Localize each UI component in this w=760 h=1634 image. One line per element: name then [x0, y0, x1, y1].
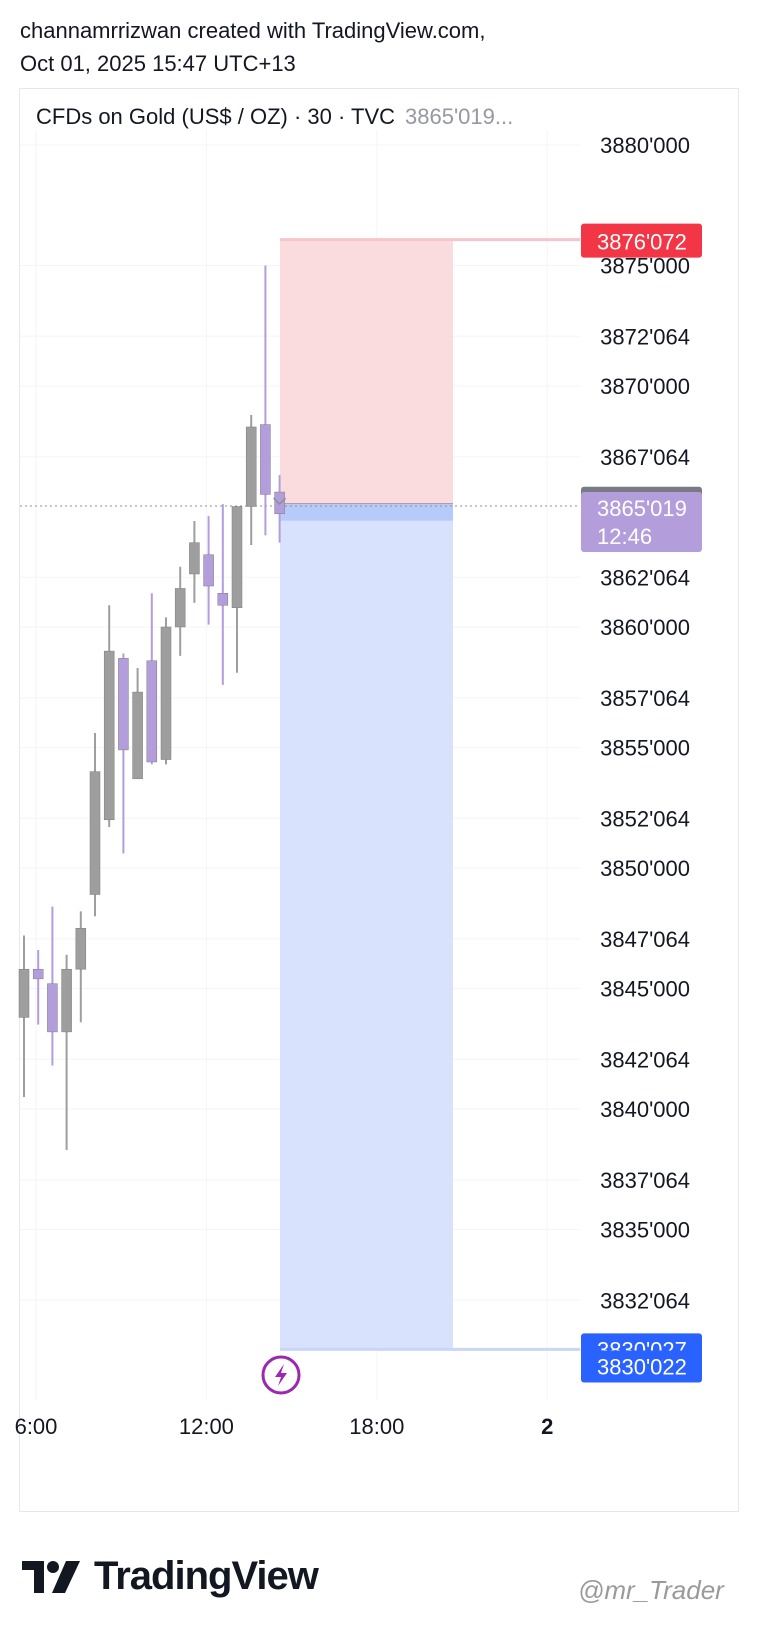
- current-price-tag: [581, 492, 702, 553]
- price-axis-label: 3875'000: [600, 254, 690, 279]
- candle-body: [32, 968, 44, 980]
- symbol-title-price: 3865'019...: [405, 104, 514, 129]
- price-axis-label: 3870'000: [600, 374, 690, 399]
- entry-arrow-icon: [273, 497, 287, 506]
- take-profit-tag-bottom: [581, 1350, 702, 1383]
- price-axis-label: 3840'000: [600, 1097, 690, 1122]
- price-axis-label: 3857'064: [600, 686, 690, 711]
- price-axis-label: 3850'000: [600, 856, 690, 881]
- candle-body: [231, 506, 243, 608]
- stop-loss-tag: [581, 225, 702, 258]
- candle-body: [103, 650, 115, 821]
- price-axis-label: 3832'064: [600, 1288, 690, 1313]
- candles: [18, 265, 287, 1150]
- candle-body: [61, 968, 72, 1033]
- candle-body: [174, 588, 186, 628]
- candle-body: [260, 424, 271, 495]
- tradingview-logo-icon: [22, 1560, 80, 1593]
- attribution-author: channamrrizwan created with TradingView.…: [20, 18, 486, 43]
- price-axis: 3880'000 3875'000 3872'064 3870'000 3867'064…: [600, 133, 690, 1313]
- time-axis-label: 2: [541, 1414, 553, 1439]
- candle-body: [118, 658, 129, 751]
- candle-body: [245, 426, 257, 507]
- price-axis-label: 3860'000: [600, 615, 690, 640]
- candle-body: [47, 983, 58, 1033]
- candle-body: [132, 691, 143, 780]
- price-axis-label: 3847'064: [600, 927, 690, 952]
- price-axis-label: 3872'064: [600, 324, 690, 349]
- entry-band: [280, 504, 453, 521]
- price-axis-label: 3855'000: [600, 736, 690, 761]
- price-tags: 3876'0733876'0723865'1153865'01912:46383…: [581, 223, 702, 1383]
- candle-body: [146, 660, 158, 763]
- candle-body: [203, 554, 214, 587]
- author-watermark: @mr_Trader: [578, 1575, 724, 1605]
- current-price-tag-text: 3865'019: [597, 496, 687, 521]
- time-axis: 6:00 12:00 18:00 2: [15, 1355, 553, 1439]
- price-axis-label: 3837'064: [600, 1168, 690, 1193]
- price-axis-label: 3862'064: [600, 565, 690, 590]
- candle-body: [75, 928, 87, 970]
- lightning-bolt-icon: [275, 1364, 287, 1386]
- price-axis-label: 3845'000: [600, 977, 690, 1002]
- take-profit-zone: [280, 503, 453, 1350]
- position-tool: [20, 238, 580, 1351]
- price-axis-label: 3867'064: [600, 445, 690, 470]
- price-axis-label: 3842'064: [600, 1047, 690, 1072]
- price-axis-label: 3852'064: [600, 806, 690, 831]
- time-axis-label: 12:00: [179, 1414, 234, 1439]
- candle-body: [18, 968, 30, 1018]
- current-price-tag-text: 12:46: [597, 524, 652, 549]
- chart-attribution: channamrrizwan created with TradingView.…: [20, 14, 485, 80]
- symbol-title-text: CFDs on Gold (US$ / OZ) · 30 · TVC: [36, 104, 396, 129]
- candle-body: [160, 626, 172, 760]
- chart-frame: [19, 88, 739, 1512]
- time-axis-label: 18:00: [349, 1414, 404, 1439]
- candle-body: [217, 593, 229, 606]
- take-profit-tag-bottom-text: 3830'022: [597, 1354, 687, 1379]
- price-axis-label: 3835'000: [600, 1218, 690, 1243]
- tradingview-logo: TradingView: [22, 1554, 319, 1599]
- candle-body: [89, 771, 101, 895]
- stop-loss-zone: [280, 239, 453, 504]
- stop-loss-tag-text: 3876'072: [597, 230, 687, 255]
- symbol-title[interactable]: CFDs on Gold (US$ / OZ) · 30 · TVC 3865'0…: [36, 104, 513, 130]
- price-axis-label: 3880'000: [600, 133, 690, 158]
- candle-body: [274, 491, 285, 514]
- time-axis-label: 6:00: [15, 1414, 58, 1439]
- candle-body: [189, 542, 200, 575]
- attribution-timestamp: Oct 01, 2025 15:47 UTC+13: [20, 51, 296, 76]
- tradingview-wordmark: TradingView: [94, 1554, 319, 1598]
